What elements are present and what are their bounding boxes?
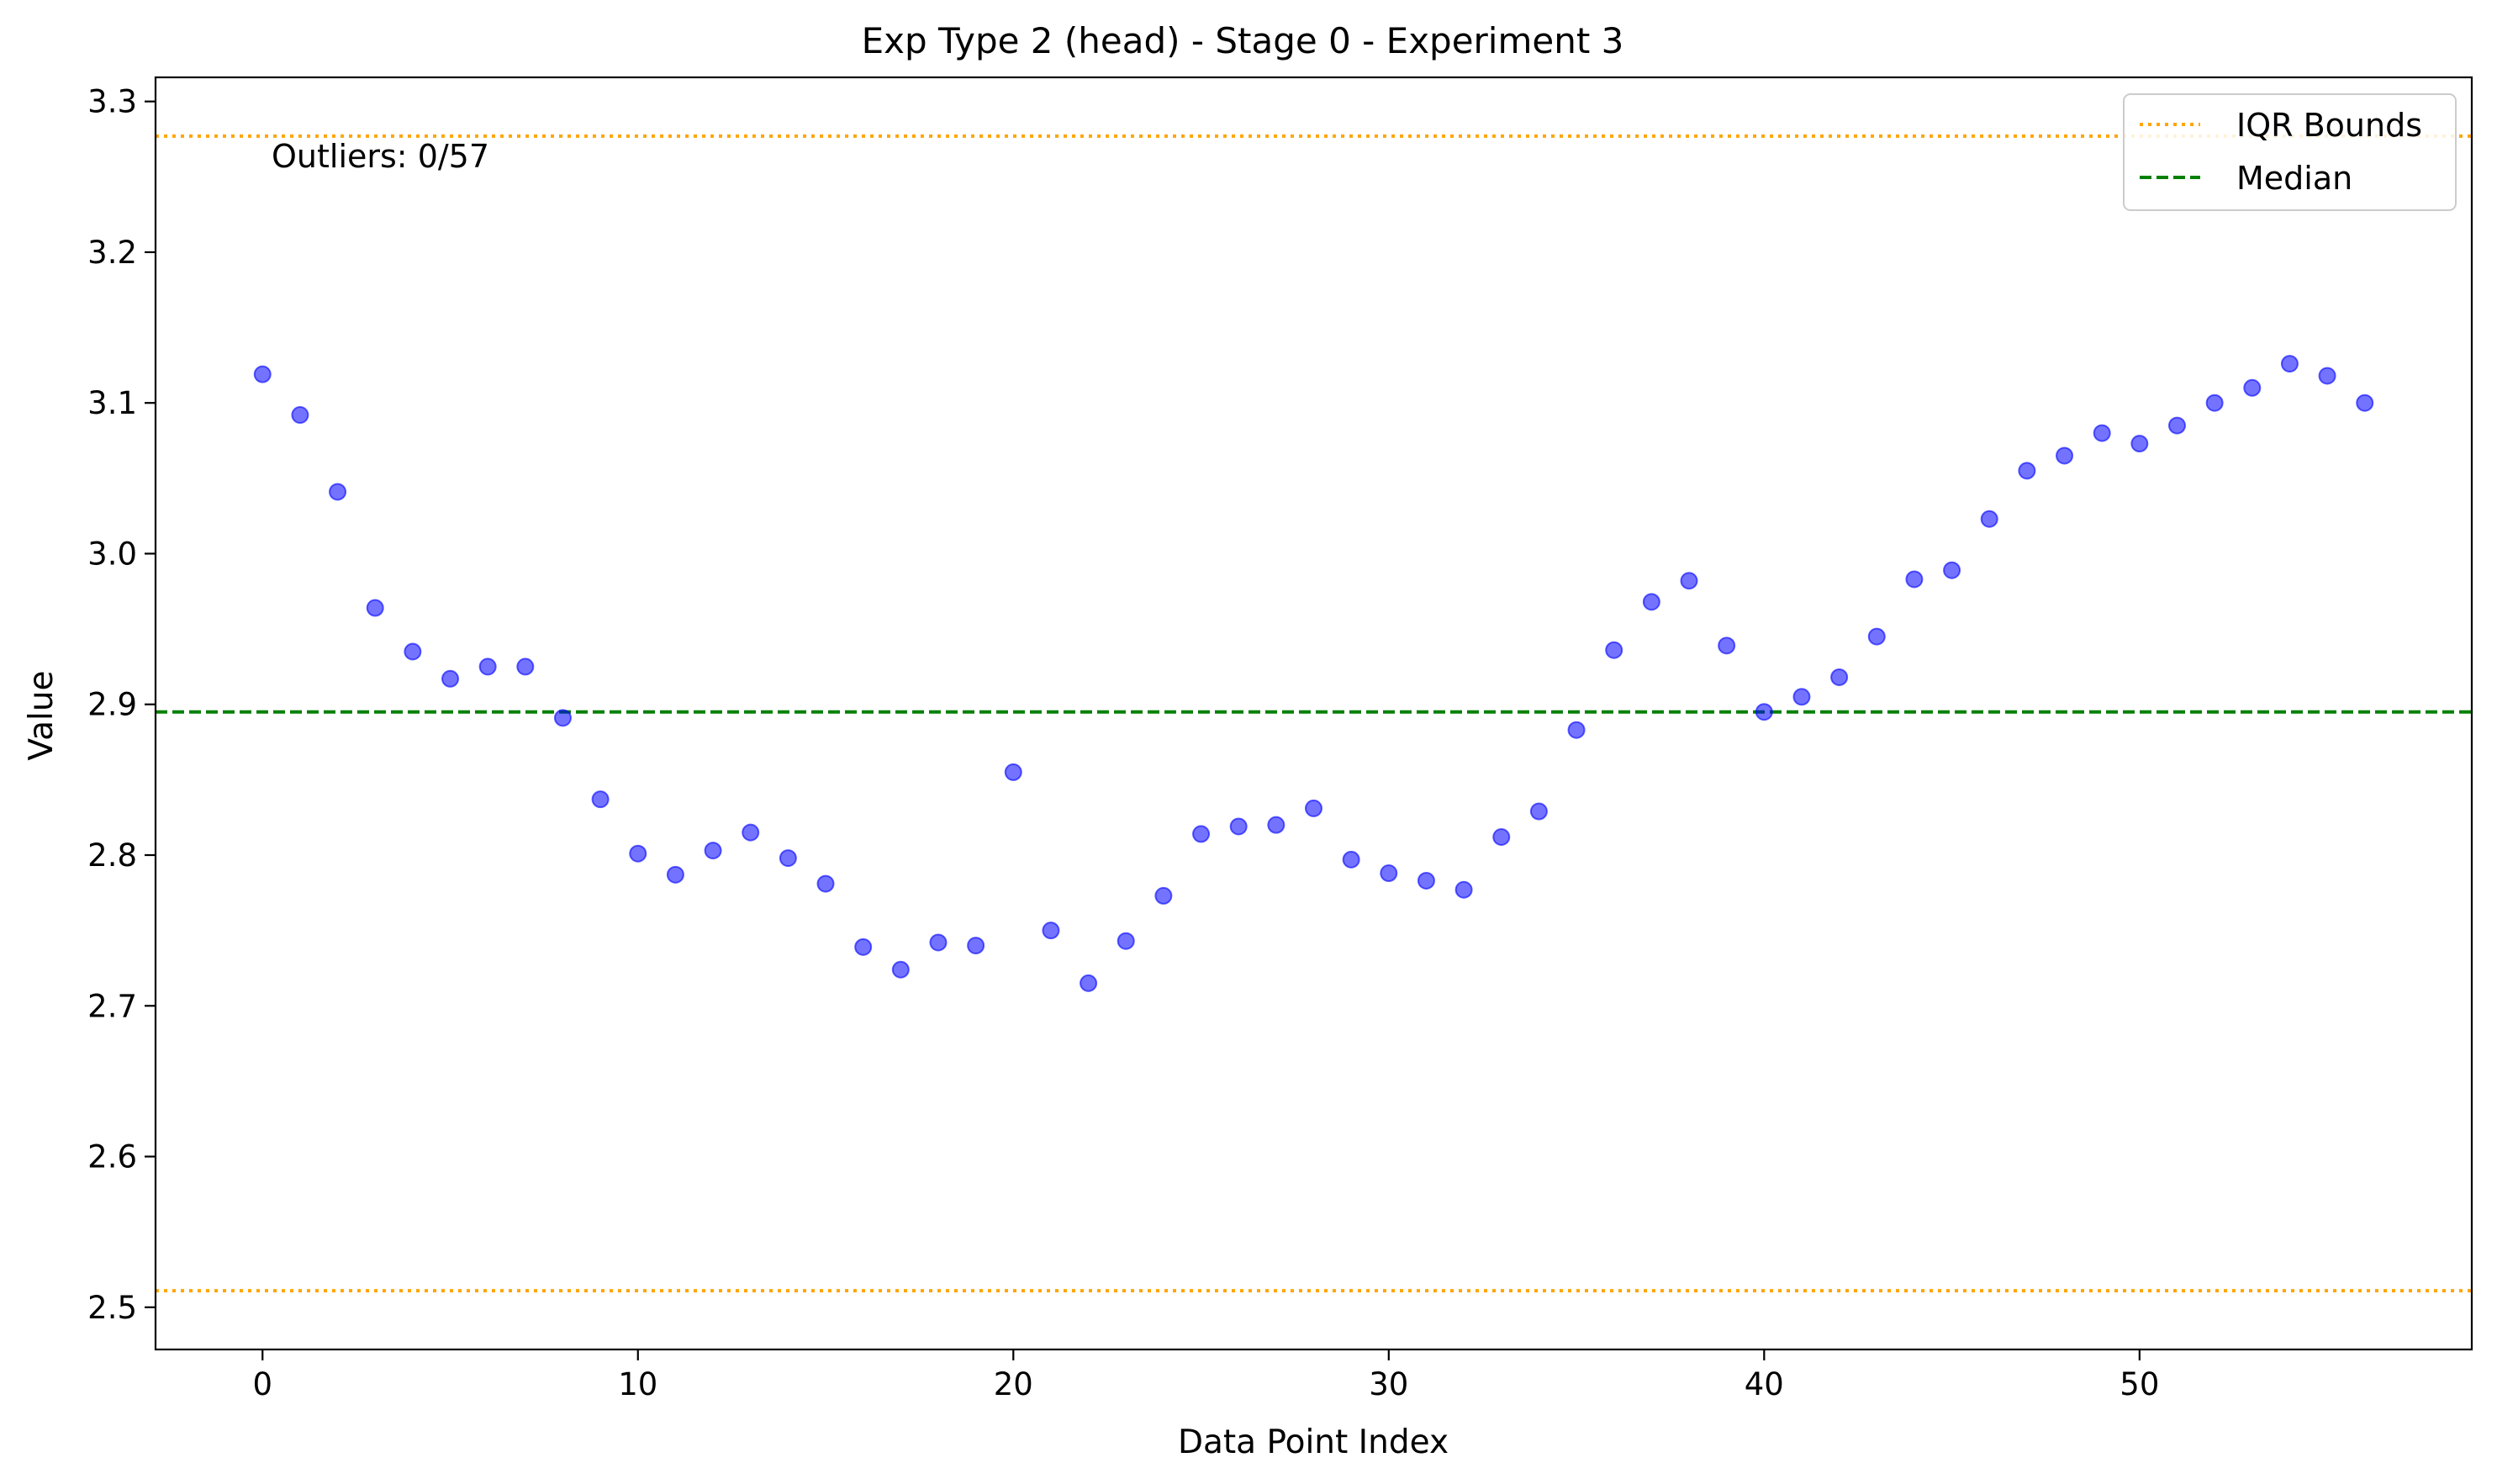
y-tick-label: 2.5: [87, 1290, 137, 1326]
data-point: [929, 933, 948, 952]
data-point: [2167, 416, 2186, 435]
data-point: [1080, 974, 1098, 992]
data-point: [2018, 462, 2036, 480]
data-point: [1154, 886, 1173, 905]
data-point: [478, 658, 497, 676]
data-point: [441, 669, 460, 688]
y-axis-label: Value: [23, 670, 61, 760]
data-point: [291, 406, 309, 425]
data-point: [591, 790, 610, 809]
data-point: [516, 658, 535, 676]
data-point: [1567, 721, 1586, 739]
data-point: [2056, 446, 2074, 465]
x-axis-ticks: 0 10 20 30 40 50: [252, 1349, 2159, 1402]
data-point: [1042, 922, 1060, 940]
legend-label-iqr-bounds: IQR Bounds: [2236, 107, 2422, 144]
legend-box: [2123, 93, 2457, 211]
x-tick-label: 20: [994, 1366, 1033, 1402]
data-point: [1605, 641, 1623, 659]
y-tick-label: 2.7: [87, 988, 137, 1024]
data-point: [1004, 763, 1022, 781]
data-point: [1867, 627, 1886, 646]
data-point: [891, 960, 910, 979]
data-point: [1192, 825, 1211, 843]
y-axis-ticks: 2.5 2.6 2.7 2.8 2.9 3.0 3.1 3.2 3.3: [87, 84, 156, 1326]
x-tick-label: 50: [2120, 1366, 2159, 1402]
data-point: [366, 599, 384, 617]
data-point: [1117, 932, 1135, 950]
data-point: [2205, 393, 2224, 412]
data-point: [329, 483, 347, 501]
data-point: [1642, 593, 1660, 611]
data-point: [1830, 668, 1849, 686]
x-tick-label: 10: [618, 1366, 657, 1402]
data-point: [816, 874, 835, 893]
data-point: [1342, 850, 1360, 869]
data-point: [2356, 393, 2374, 412]
data-point: [704, 842, 722, 860]
data-point: [1792, 688, 1811, 706]
data-point: [1229, 817, 1248, 836]
data-points: [253, 355, 2374, 992]
data-point: [1417, 871, 1435, 890]
data-point: [553, 709, 572, 727]
data-point: [1454, 880, 1473, 899]
data-point: [1943, 561, 1961, 579]
data-point: [2243, 378, 2262, 397]
data-point: [1529, 802, 1548, 821]
x-axis-label: Data Point Index: [1178, 1423, 1449, 1461]
data-point: [253, 365, 272, 383]
y-tick-label: 3.0: [87, 536, 137, 572]
chart-title: Exp Type 2 (head) - Stage 0 - Experiment…: [862, 20, 1624, 61]
data-point: [1380, 864, 1398, 883]
data-point: [742, 823, 760, 842]
data-point: [666, 865, 684, 884]
data-point: [1267, 816, 1285, 834]
data-point: [854, 937, 873, 956]
data-point: [779, 849, 797, 868]
data-point: [1755, 703, 1773, 721]
data-point: [1980, 510, 1998, 528]
data-point: [1305, 799, 1322, 817]
legend: IQR Bounds Median: [2123, 93, 2457, 211]
data-point: [2130, 435, 2149, 453]
outliers-annotation: Outliers: 0/57: [272, 138, 489, 175]
data-point: [2093, 424, 2111, 442]
legend-label-median: Median: [2236, 160, 2352, 197]
data-point: [2318, 367, 2336, 385]
data-point: [1718, 636, 1736, 655]
data-point: [1905, 570, 1924, 589]
x-tick-label: 30: [1369, 1366, 1408, 1402]
data-point: [629, 844, 647, 863]
y-tick-label: 3.2: [87, 235, 137, 271]
data-point: [967, 937, 985, 955]
y-tick-label: 3.3: [87, 84, 137, 120]
plot-area-frame: [154, 76, 2473, 1351]
data-point: [1492, 827, 1511, 846]
x-tick-label: 40: [1745, 1366, 1784, 1402]
data-point: [404, 642, 422, 661]
y-tick-label: 2.6: [87, 1139, 137, 1175]
y-tick-label: 2.9: [87, 687, 137, 723]
data-point: [1680, 572, 1698, 590]
data-point: [2280, 355, 2299, 373]
y-tick-label: 3.1: [87, 385, 137, 421]
x-tick-label: 0: [252, 1366, 272, 1402]
y-tick-label: 2.8: [87, 837, 137, 874]
